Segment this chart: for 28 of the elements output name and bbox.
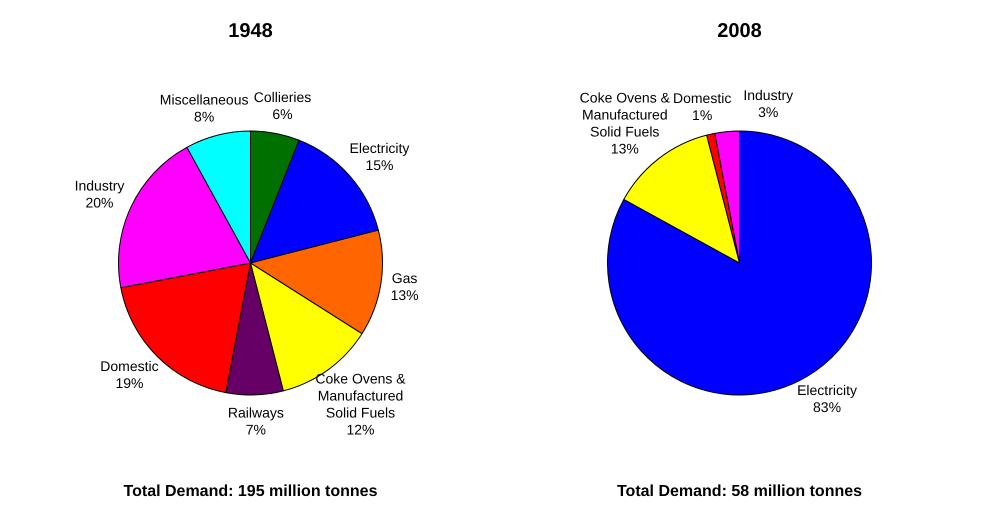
text: Total Demand: 195 million tonnes [124,483,378,501]
slice-label: Coke Ovens & Manufactured Solid Fuels [580,89,671,140]
slice-label: Coke Ovens & Manufactured Solid Fuels [315,370,406,421]
data-label: 8% [194,108,214,124]
data-label: 19% [115,374,144,391]
slice-label: Electricity [797,382,857,398]
slice-label: Industry [74,178,124,194]
slice-label: Industry [743,87,794,104]
data-label: 12% [346,422,375,438]
slice-label: Gas [392,270,418,286]
slice-label: Electricity [350,140,410,156]
data-label: 15% [365,157,394,174]
data-label: 7% [246,421,266,438]
data-label: 1% [692,107,712,124]
text: Total Demand: 58 million tonnes [616,483,862,501]
chart-title: 1948 [228,20,273,43]
data-label: 6% [272,106,293,122]
slice-label: Collieries [254,89,312,106]
slice-label: Miscellaneous [160,91,249,108]
data-label: 13% [390,287,419,304]
slice-label: Domestic [672,90,732,106]
chart-title: 2008 [717,20,762,43]
data-label: 20% [85,194,114,211]
data-label: 83% [813,399,842,416]
data-label: 13% [610,140,639,156]
data-label: 3% [758,104,778,120]
slice-label: Railways [228,404,284,420]
slice-label: Domestic [100,358,159,374]
